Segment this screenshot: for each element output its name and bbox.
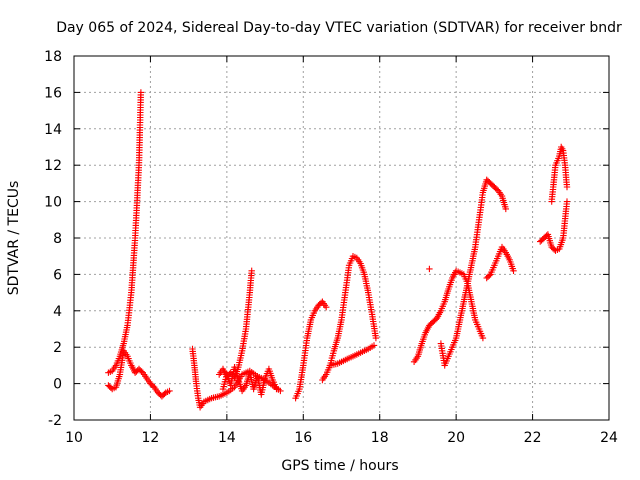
data-point — [479, 334, 487, 342]
data-point — [426, 265, 433, 273]
series-seg14 — [426, 265, 433, 273]
y-axis-label: SDTVAR / TECUs — [6, 181, 22, 296]
data-point — [563, 183, 571, 191]
y-tick-label: 18 — [44, 49, 62, 65]
x-tick-label: 14 — [218, 430, 236, 446]
series-seg7 — [319, 253, 380, 384]
series-seg8 — [326, 342, 378, 369]
data-point — [486, 272, 493, 279]
x-tick-label: 10 — [65, 430, 83, 446]
data-markers — [105, 89, 571, 411]
y-tick-label: 14 — [44, 122, 62, 138]
grid — [74, 56, 609, 420]
y-tick-label: 2 — [53, 340, 62, 356]
data-point — [510, 267, 517, 274]
chart-title: Day 065 of 2024, Sidereal Day-to-day VTE… — [56, 20, 622, 36]
x-tick-label: 22 — [524, 430, 542, 446]
series-seg5 — [219, 364, 280, 398]
x-tick-label: 12 — [142, 430, 160, 446]
data-point — [248, 267, 255, 274]
series-seg9 — [410, 267, 487, 365]
data-point — [273, 385, 280, 393]
data-point — [563, 198, 571, 205]
x-tick-label: 20 — [447, 430, 465, 446]
data-point — [277, 387, 284, 395]
data-point — [323, 304, 330, 311]
y-tick-label: 8 — [53, 231, 62, 247]
data-point — [137, 89, 145, 96]
data-point — [372, 334, 380, 342]
y-tick-label: -2 — [48, 413, 62, 429]
series-seg13 — [548, 143, 571, 205]
data-point — [166, 387, 173, 395]
series-seg11 — [483, 243, 517, 282]
y-tick-label: 10 — [44, 195, 62, 211]
series-seg10 — [437, 176, 509, 369]
x-tick-label: 24 — [600, 430, 618, 446]
data-point — [502, 205, 509, 213]
y-tick-label: 6 — [53, 267, 62, 283]
x-tick-label: 16 — [294, 430, 312, 446]
y-tick-label: 16 — [44, 85, 62, 101]
series-seg12 — [537, 198, 571, 254]
series-seg2 — [105, 347, 173, 400]
y-tick-label: 0 — [53, 377, 62, 393]
x-tick-label: 18 — [371, 430, 389, 446]
y-tick-label: 12 — [44, 158, 62, 174]
data-point — [370, 342, 378, 349]
series-seg1 — [105, 89, 145, 376]
series-seg6 — [292, 298, 330, 402]
x-axis-label: GPS time / hours — [281, 458, 398, 474]
y-tick-label: 4 — [53, 304, 62, 320]
